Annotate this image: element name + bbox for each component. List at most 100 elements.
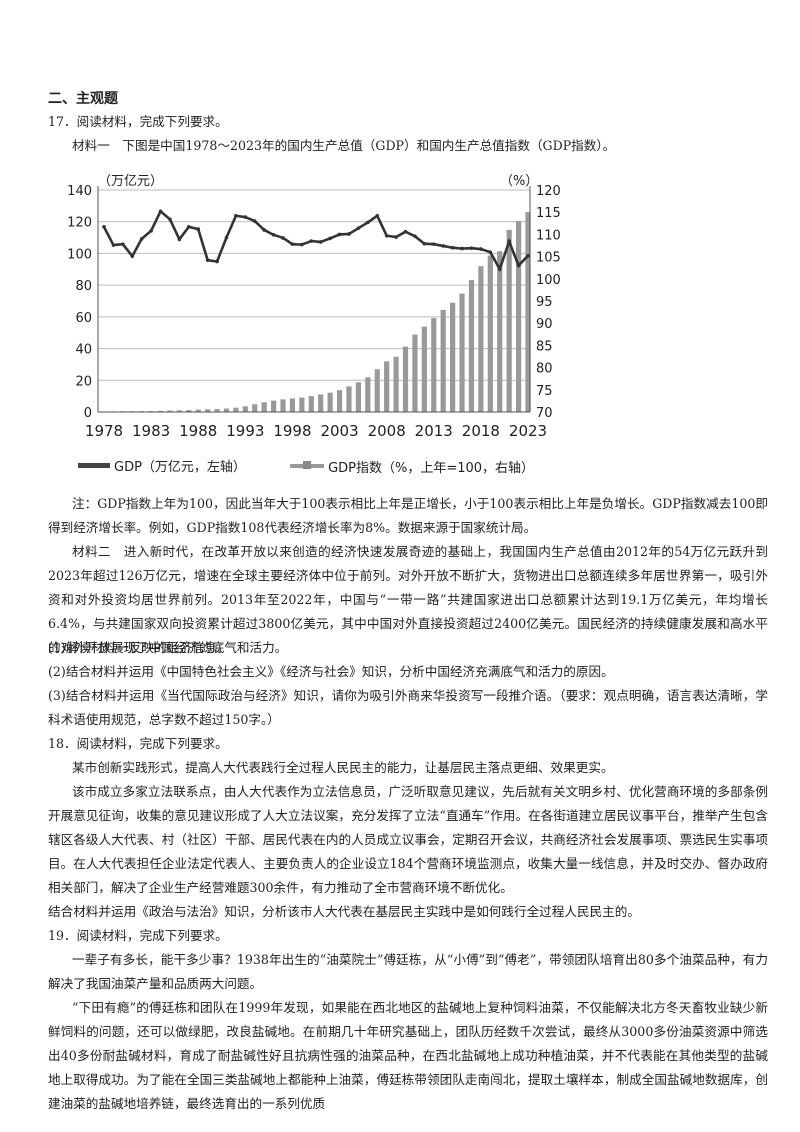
left-tick-label: 100 [67,247,92,262]
gdp-bar [242,406,248,412]
legend-item-index: GDP指数（%，上年=100，右轴） [290,457,534,476]
gdp-bar [525,212,531,412]
right-tick-label: 105 [536,251,560,266]
gdp-index-point [168,217,172,222]
gdp-bar [299,397,305,412]
gdp-index-point [469,246,474,250]
x-tick-label: 2008 [368,422,406,440]
gdp-index-point [149,229,153,233]
gdp-bar [346,386,352,412]
gdp-index-point [121,242,125,246]
gdp-index-point [347,232,351,236]
gdp-index-point [497,267,502,271]
section-title: 二、主观题 [48,91,118,107]
legend-label-gdp: GDP（万亿元，左轴） [114,460,246,475]
gdp-index-point [318,240,323,244]
left-tick-label: 140 [67,184,92,199]
gdp-bar [374,369,380,412]
x-tick-label: 1998 [273,422,311,440]
q17-header: 17．阅读材料，完成下列要求。 [48,114,228,129]
gdp-bar [271,400,277,412]
gdp-index-point [102,225,106,229]
gdp-index-point [252,219,257,223]
gdp-index-point [196,227,201,231]
gdp-index-point [394,235,398,239]
legend-item-gdp: GDP（万亿元，左轴） [78,456,246,475]
gdp-bar [280,399,286,412]
gdp-bar [289,398,296,412]
chart-axes: 0 20 40 60 80 100 120 140 70 75 80 85 90 95 100 105 110 1… [67,184,560,440]
gdp-index-point [526,253,530,258]
gdp-bar [393,356,399,412]
x-tick-label: 2018 [462,422,500,440]
gdp-bar [402,346,409,412]
gdp-index-point [328,236,332,241]
right-tick-label: 75 [536,384,553,399]
gdp-bar [478,266,484,412]
chart-grid [98,189,530,413]
gdp-index-point [224,235,229,240]
gdp-index-point [139,237,144,241]
gdp-bar [214,409,220,412]
gdp-index-point [507,239,511,244]
gdp-chart: 0 20 40 60 80 100 120 140 70 75 80 85 90 95 100 105 110 1… [60,168,560,498]
q19-header: 19．阅读材料，完成下列要求。 [48,928,228,943]
gdp-index-point [413,234,417,238]
gdp-bar [431,317,437,412]
gdp-bars [101,212,531,413]
gdp-index-point [422,241,427,246]
x-tick-label: 2023 [509,422,547,440]
right-tick-label: 90 [536,317,553,332]
gdp-index-point [403,229,408,234]
gdp-index-point [177,237,182,242]
gdp-index-point [488,250,493,254]
gdp-chart-svg: 0 20 40 60 80 100 120 140 70 75 80 85 90 95 100 105 110 1… [67,174,560,440]
q19-p2-text: “下田有瘾”的傅廷栋和团队在1999年发现，如果能在西北地区的盐碱地上复种饲料油… [48,1000,768,1111]
q18-p2-text: 该市成立多家立法联系点，由人大代表作为立法信息员，广泛听取意见建议，先后就有关文… [48,784,768,895]
q17-task2: (2)结合材料并运用《中国特色社会主义》《经济与社会》知识，分析中国经济充满底气… [48,664,614,679]
q17-note-text: 注：GDP指数上年为100，因此当年大于100表示相比上年是正增长，小于100表… [48,496,768,535]
gdp-index-point [158,209,163,214]
gdp-index-point [234,213,238,218]
q18-p1: 某市创新实践形式，提高人大代表践行全过程人民民主的能力，让基层民主落点更细、效果… [72,760,614,775]
right-tick-label: 80 [536,362,553,377]
gdp-bar [450,302,456,412]
x-tick-label: 2003 [320,422,358,440]
gdp-index-point [337,232,342,237]
q19-p1: 一辈子有多长，能干多少事？1938年出生的“油菜院士”傅廷栋，从“小傅”到“傅老… [48,948,768,996]
q19-p2: “下田有瘾”的傅廷栋和团队在1999年发现，如果能在西北地区的盐碱地上复种饲料油… [48,996,768,1116]
q17-task3: (3)结合材料并运用《当代国际政治与经济》知识，请你为吸引外商来华投资写一段推介… [48,688,768,727]
legend-swatch-gdp [78,463,110,468]
gdp-index-point [281,236,285,240]
x-tick-label: 2013 [415,422,453,440]
gdp-index-point [375,213,380,218]
gdp-bar [384,361,390,412]
gdp-index-line [102,209,530,273]
gdp-bar [233,407,239,412]
left-axis-unit-label: （万亿元） [98,174,163,189]
gdp-bar [167,410,173,412]
left-tick-label: 20 [75,374,92,389]
gdp-bar [412,334,418,412]
right-tick-label: 70 [536,406,553,421]
x-tick-label: 1993 [226,422,264,440]
right-tick-label: 110 [536,228,560,243]
gdp-bar [318,394,324,412]
gdp-index-point [187,225,191,229]
gdp-bar [327,392,333,412]
gdp-index-point [271,233,276,237]
right-tick-label: 85 [536,339,553,354]
gdp-index-point [243,215,248,219]
gdp-index-point [205,258,210,262]
gdp-index-point [384,233,389,238]
q18-task: 结合材料并运用《政治与法治》知识，分析该市人大代表在基层民主实践中是如何践行全过… [48,904,640,919]
gdp-bar [308,396,314,412]
x-tick-label: 1978 [85,422,123,440]
gdp-bar [515,220,522,412]
gdp-index-point [479,247,483,251]
q17-material2: 材料二 进入新时代，在改革开放以来创造的经济快速发展奇迹的基础上，我国国内生产总… [48,540,768,660]
gdp-index-point [309,239,314,243]
gdp-index-point [130,254,135,258]
right-tick-label: 95 [536,295,553,310]
gdp-bar [355,382,361,412]
